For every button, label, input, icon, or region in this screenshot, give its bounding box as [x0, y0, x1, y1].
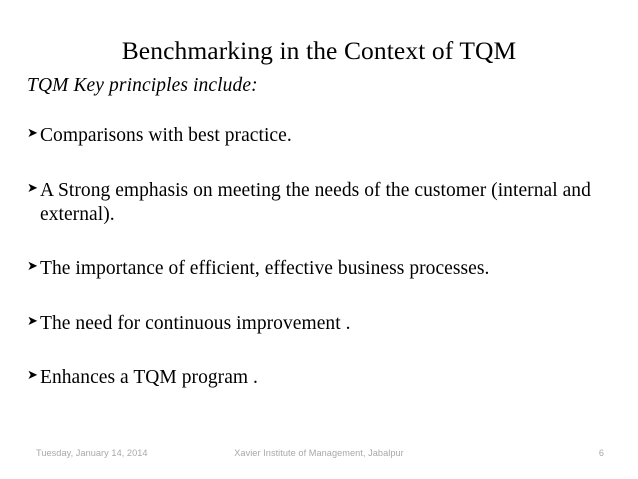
list-item-label: Enhances a TQM program .	[40, 367, 258, 389]
footer-page-number: 6	[598, 448, 604, 458]
arrow-bullet-icon: ➤	[27, 180, 38, 196]
list-item: ➤ A Strong emphasis on meeting the needs…	[27, 179, 607, 226]
footer-organization: Xavier Institute of Management, Jabalpur	[234, 448, 404, 458]
slide-footer: Tuesday, January 14, 2014 Xavier Institu…	[0, 448, 638, 464]
list-item-label: The importance of efficient, effective b…	[40, 258, 490, 280]
list-item-label: A Strong emphasis on meeting the needs o…	[40, 179, 591, 225]
arrow-bullet-icon: ➤	[27, 313, 38, 329]
bullet-list: ➤ Comparisons with best practice. ➤ A St…	[27, 124, 607, 390]
list-item-label: The need for continuous improvement .	[40, 312, 351, 334]
lead-in-text: TQM Key principles include:	[27, 75, 258, 96]
arrow-bullet-icon: ➤	[27, 368, 38, 384]
page-title: Benchmarking in the Context of TQM	[121, 36, 517, 66]
list-item: ➤ Comparisons with best practice.	[27, 124, 607, 148]
list-item: ➤ The need for continuous improvement .	[27, 312, 607, 336]
list-item: ➤ Enhances a TQM program .	[27, 366, 607, 390]
footer-date: Tuesday, January 14, 2014	[36, 448, 148, 458]
list-item: ➤ The importance of efficient, effective…	[27, 257, 607, 281]
list-item-label: Comparisons with best practice.	[40, 125, 292, 147]
slide-body: TQM Key principles include: ➤ Comparison…	[27, 74, 607, 390]
arrow-bullet-icon: ➤	[27, 259, 38, 275]
arrow-bullet-icon: ➤	[27, 126, 38, 142]
